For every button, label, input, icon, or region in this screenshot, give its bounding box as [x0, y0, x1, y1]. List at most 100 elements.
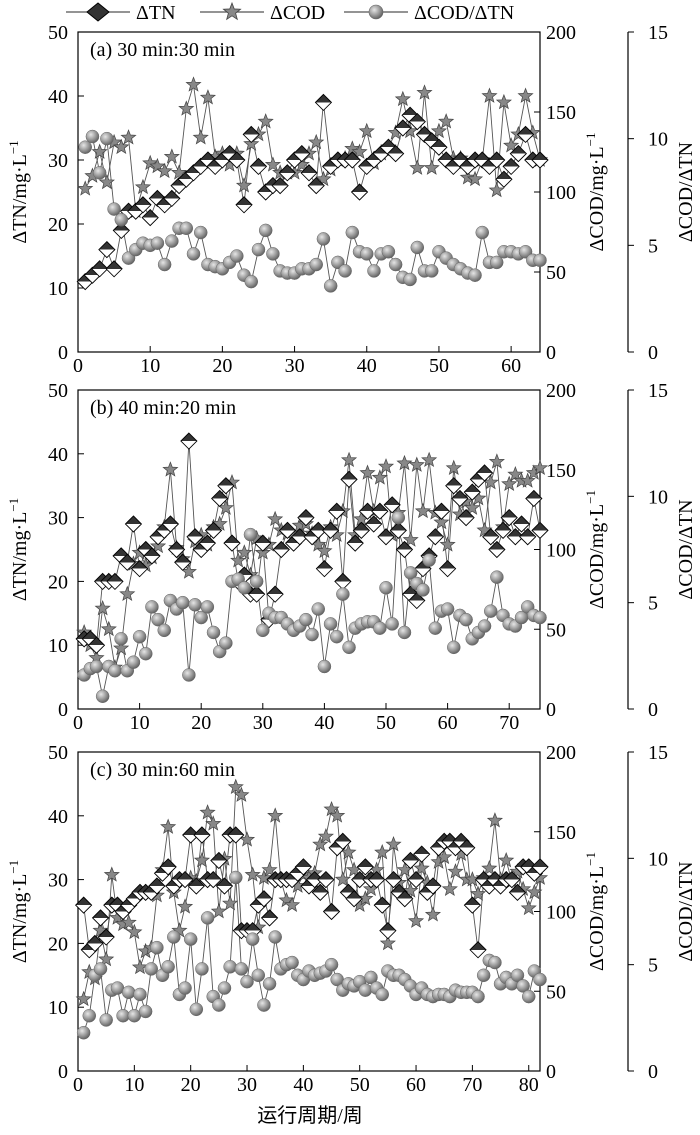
ratio-point — [179, 221, 194, 236]
cod-point — [433, 513, 450, 530]
tn-point — [495, 170, 513, 188]
cod-point — [254, 544, 271, 560]
ratio-point — [471, 989, 485, 1004]
ratio-point — [489, 255, 504, 270]
y-left-axis-label: ΔTN/mg·L−1 — [6, 498, 31, 601]
y-far-right-tick-label: 10 — [648, 129, 668, 151]
tn-point — [322, 902, 341, 921]
tn-point — [531, 521, 549, 539]
tn-point — [352, 521, 370, 539]
ratio-point — [323, 617, 338, 631]
cod-point — [91, 143, 108, 159]
cod-point — [402, 882, 419, 898]
ratio-point — [299, 612, 313, 627]
ratio-point — [475, 225, 489, 240]
x-tick-label: 40 — [357, 355, 377, 377]
cod-point — [340, 451, 358, 468]
y-right-tick-label: 0 — [546, 342, 556, 364]
cod-point — [211, 515, 228, 531]
ratio-point — [133, 987, 147, 1002]
cod-point — [421, 451, 438, 468]
x-tick-label: 20 — [212, 355, 232, 377]
cod-point — [334, 871, 351, 887]
tn-point — [463, 483, 481, 501]
tn-point — [413, 845, 431, 863]
tn-point — [271, 176, 289, 195]
tn-point — [365, 515, 383, 533]
ratio-point — [183, 932, 198, 946]
ratio-point — [157, 623, 171, 638]
cod-point — [312, 836, 329, 852]
cod-point — [317, 828, 334, 844]
x-tick-label: 60 — [438, 712, 458, 734]
tn-point — [394, 119, 412, 137]
ratio-point — [249, 574, 264, 589]
cod-point — [77, 180, 94, 196]
x-tick-label: 70 — [499, 712, 519, 734]
cod-point — [438, 113, 455, 129]
y-far-right-axis-label: ΔCOD/ΔTN — [675, 142, 697, 242]
cod-point — [430, 122, 448, 139]
tn-point — [512, 515, 531, 533]
ratio-point — [93, 962, 108, 976]
tn-point — [426, 528, 444, 546]
ratio-point — [95, 689, 110, 703]
ratio-point — [188, 598, 202, 612]
ratio-point — [336, 587, 350, 601]
panel-title: (b) 40 min:20 min — [90, 397, 236, 419]
x-tick-label: 0 — [73, 712, 83, 734]
ratio-point — [403, 272, 417, 287]
tn-point — [531, 151, 549, 169]
tn-point — [254, 534, 272, 552]
tn-point — [143, 547, 161, 565]
tn-point — [294, 858, 313, 876]
ratio-point — [76, 1025, 91, 1040]
ratio-point — [360, 247, 374, 261]
y-far-right-tick-label: 10 — [648, 486, 668, 508]
cod-point — [170, 164, 188, 180]
ratio-point — [316, 232, 331, 246]
tn-point — [503, 870, 521, 889]
cod-point — [267, 510, 284, 527]
tn-point — [293, 144, 311, 163]
tn-point — [345, 890, 363, 908]
ratio-point — [323, 279, 338, 293]
tn-point — [297, 508, 315, 527]
ratio-point — [223, 960, 237, 974]
ratio-point — [533, 972, 547, 987]
tn-point — [408, 591, 426, 610]
ratio-point — [258, 223, 273, 238]
tn-point — [174, 553, 192, 571]
y-left-tick-label: 0 — [58, 342, 68, 364]
panel-title: (c) 30 min:60 min — [90, 759, 235, 781]
ratio-point — [212, 998, 226, 1012]
y-far-right-tick-label: 5 — [648, 593, 658, 615]
y-far-right-axis-label: ΔCOD/ΔTN — [675, 861, 697, 961]
tn-point — [346, 534, 364, 552]
cod-point — [264, 156, 281, 172]
tn-point — [502, 157, 520, 176]
y-far-right-tick-label: 10 — [648, 848, 668, 870]
x-tick-label: 20 — [191, 712, 211, 734]
ratio-point — [521, 989, 536, 1004]
tn-point — [356, 858, 374, 876]
tn-point — [384, 870, 403, 889]
cod-point — [308, 133, 325, 150]
tn-point — [469, 941, 487, 959]
y-right-axis-label: ΔCOD/mg·L−1 — [583, 490, 608, 609]
ratio-point — [373, 621, 387, 635]
cod-point — [120, 914, 137, 930]
tn-point — [373, 896, 391, 914]
x-tick-label: 40 — [314, 712, 334, 734]
y-left-tick-label: 0 — [58, 1061, 68, 1083]
x-tick-label: 10 — [140, 355, 160, 377]
tn-point — [430, 138, 448, 156]
ratio-point — [89, 659, 104, 674]
ratio-point — [165, 234, 179, 248]
ratio-point — [375, 987, 389, 1002]
ratio-point — [345, 225, 360, 240]
cod-point — [481, 87, 498, 103]
ratio-point — [114, 632, 128, 646]
tn-point — [494, 521, 512, 539]
x-tick-label: 30 — [285, 355, 305, 377]
